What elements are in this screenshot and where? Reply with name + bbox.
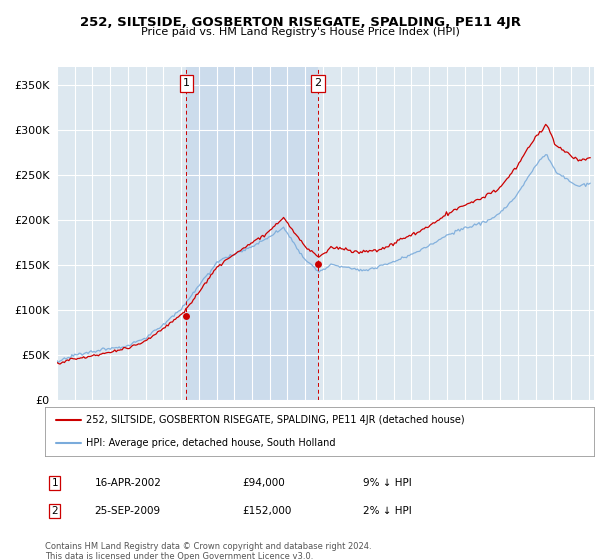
Text: 2: 2 bbox=[52, 506, 58, 516]
Text: 2: 2 bbox=[314, 78, 322, 88]
Text: 25-SEP-2009: 25-SEP-2009 bbox=[94, 506, 161, 516]
Text: 1: 1 bbox=[182, 78, 190, 88]
Text: Contains HM Land Registry data © Crown copyright and database right 2024.
This d: Contains HM Land Registry data © Crown c… bbox=[45, 542, 371, 560]
Text: 9% ↓ HPI: 9% ↓ HPI bbox=[364, 478, 412, 488]
Text: 252, SILTSIDE, GOSBERTON RISEGATE, SPALDING, PE11 4JR: 252, SILTSIDE, GOSBERTON RISEGATE, SPALD… bbox=[79, 16, 521, 29]
Text: £152,000: £152,000 bbox=[242, 506, 292, 516]
Text: 2% ↓ HPI: 2% ↓ HPI bbox=[364, 506, 412, 516]
Text: £94,000: £94,000 bbox=[242, 478, 286, 488]
Text: 1: 1 bbox=[52, 478, 58, 488]
Bar bbox=[186, 67, 318, 400]
Text: 16-APR-2002: 16-APR-2002 bbox=[94, 478, 161, 488]
Text: HPI: Average price, detached house, South Holland: HPI: Average price, detached house, Sout… bbox=[86, 438, 335, 448]
Text: Price paid vs. HM Land Registry's House Price Index (HPI): Price paid vs. HM Land Registry's House … bbox=[140, 27, 460, 37]
Text: 252, SILTSIDE, GOSBERTON RISEGATE, SPALDING, PE11 4JR (detached house): 252, SILTSIDE, GOSBERTON RISEGATE, SPALD… bbox=[86, 416, 465, 426]
